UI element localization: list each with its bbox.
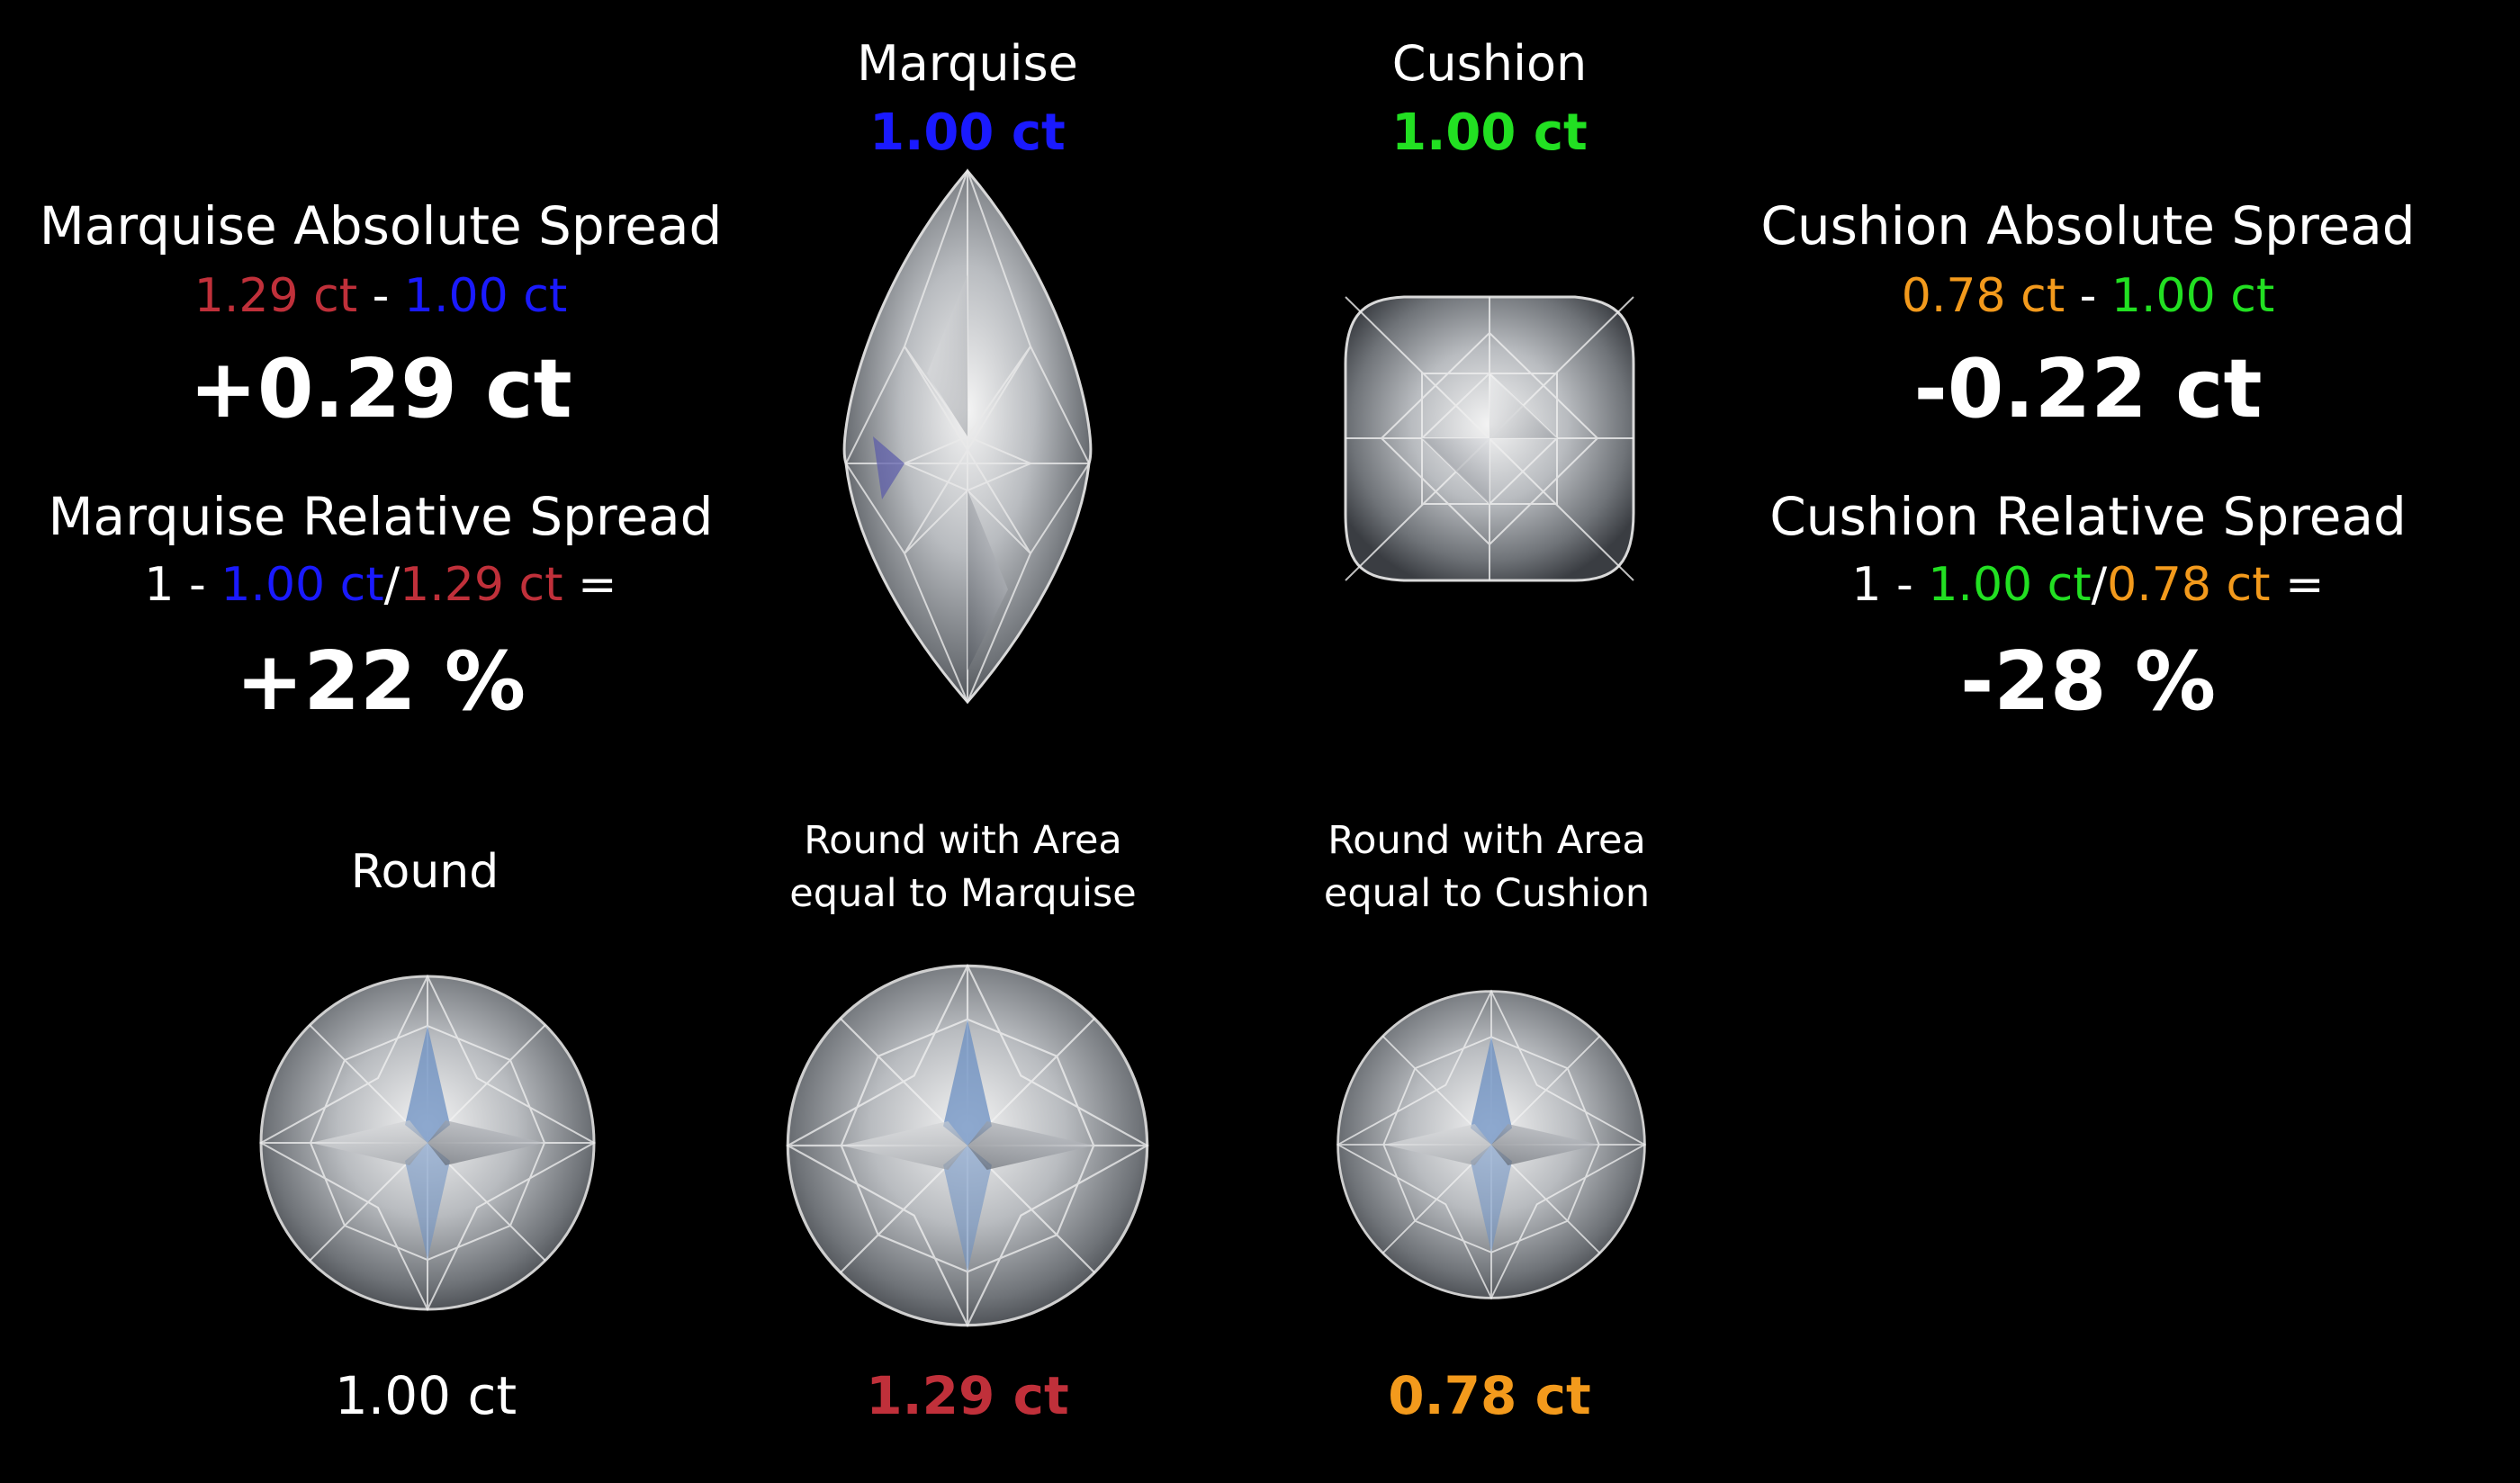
formula-slash: / bbox=[383, 558, 400, 612]
cushion-relative-result: -28 % bbox=[1959, 634, 2217, 729]
formula-one: 1 - bbox=[144, 558, 206, 612]
formula-equals: = bbox=[2285, 558, 2325, 612]
round-marquise-caption: Round with Area equal to Marquise bbox=[789, 814, 1137, 921]
formula-denominator: 1.29 ct bbox=[400, 558, 563, 612]
round-diamond-image bbox=[258, 974, 597, 1312]
cushion-absolute-formula: 0.78 ct - 1.00 ct bbox=[1902, 273, 2274, 319]
formula-one: 1 - bbox=[1851, 558, 1913, 612]
round-marquise-area-diamond-image bbox=[786, 963, 1149, 1328]
marquise-absolute-formula: 1.29 ct - 1.00 ct bbox=[194, 273, 567, 319]
round-caption: Round bbox=[351, 840, 500, 904]
marquise-relative-spread-title: Marquise Relative Spread bbox=[48, 486, 714, 547]
cushion-title: Cushion bbox=[1391, 35, 1588, 92]
marquise-relative-formula: 1 - 1.00 ct/1.29 ct = bbox=[144, 562, 616, 608]
formula-term-a: 1.29 ct bbox=[194, 269, 358, 323]
formula-denominator: 0.78 ct bbox=[2107, 558, 2271, 612]
formula-slash: / bbox=[2091, 558, 2108, 612]
round-diamond-graphic bbox=[258, 974, 597, 1312]
cushion-absolute-result: -0.22 ct bbox=[1913, 342, 2263, 436]
marquise-absolute-spread-title: Marquise Absolute Spread bbox=[39, 195, 723, 256]
round-marquise-caption-line2: equal to Marquise bbox=[789, 870, 1137, 916]
round-cushion-caption: Round with Area equal to Cushion bbox=[1324, 814, 1650, 921]
marquise-diamond-image bbox=[842, 168, 1093, 705]
round-cushion-caption-line2: equal to Cushion bbox=[1323, 870, 1651, 916]
round-marquise-caption-line1: Round with Area bbox=[804, 818, 1122, 863]
round-marquise-carat: 1.29 ct bbox=[866, 1365, 1069, 1426]
marquise-carat: 1.00 ct bbox=[869, 103, 1066, 162]
round-carat: 1.00 ct bbox=[334, 1365, 518, 1426]
formula-term-b: 1.00 ct bbox=[2110, 269, 2275, 323]
cushion-diamond-image bbox=[1344, 295, 1635, 582]
formula-numerator: 1.00 ct bbox=[1928, 558, 2092, 612]
round-cushion-carat: 0.78 ct bbox=[1388, 1365, 1591, 1426]
formula-term-a: 0.78 ct bbox=[1901, 269, 2066, 323]
round-caption-line1: Round bbox=[350, 845, 500, 899]
formula-operator: - bbox=[2079, 269, 2097, 323]
cushion-relative-spread-title: Cushion Relative Spread bbox=[1769, 486, 2407, 547]
round-cushion-caption-line1: Round with Area bbox=[1328, 818, 1646, 863]
cushion-relative-formula: 1 - 1.00 ct/0.78 ct = bbox=[1851, 562, 2324, 608]
marquise-absolute-result: +0.29 ct bbox=[189, 342, 572, 436]
cushion-absolute-spread-title: Cushion Absolute Spread bbox=[1760, 195, 2416, 256]
formula-term-b: 1.00 ct bbox=[403, 269, 568, 323]
marquise-title: Marquise bbox=[857, 35, 1078, 92]
marquise-relative-result: +22 % bbox=[235, 634, 526, 729]
round-cushion-area-diamond-image bbox=[1336, 989, 1647, 1300]
formula-numerator: 1.00 ct bbox=[220, 558, 384, 612]
formula-operator: - bbox=[372, 269, 390, 323]
formula-equals: = bbox=[578, 558, 617, 612]
cushion-carat: 1.00 ct bbox=[1391, 103, 1588, 162]
